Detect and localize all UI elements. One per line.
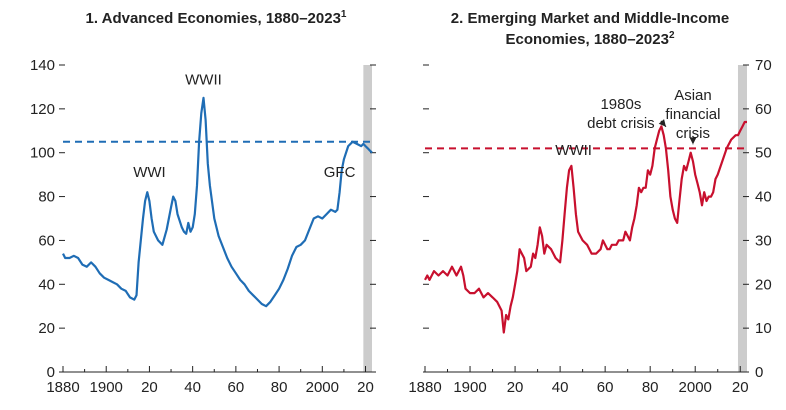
- x-tick-label: 40: [552, 379, 569, 396]
- panel2-title-line2: Economies, 1880–20232: [505, 30, 674, 48]
- x-tick-label: 1900: [453, 379, 486, 396]
- x-tick-label: 1880: [46, 379, 79, 396]
- panel1-plot: 1880 1900 20 40 60 80 2000 20 0 20 40 60 80 100 120 140…: [30, 57, 376, 396]
- x-tick-label: 1900: [90, 379, 123, 396]
- y-tick-label: 60: [755, 101, 772, 118]
- annotation-label: WWI: [133, 164, 165, 181]
- x-tick-label: 60: [228, 379, 245, 396]
- annotation-label: 1980s: [600, 96, 641, 113]
- series-line: [424, 120, 747, 334]
- y-tick-label: 40: [755, 189, 772, 206]
- annotation-arrowhead: [658, 119, 666, 127]
- y-tick-label: 70: [755, 57, 772, 74]
- annotation-arrowhead: [689, 137, 697, 145]
- x-tick-label: 20: [141, 379, 158, 396]
- panel2-title-line1: 2. Emerging Market and Middle-Income: [451, 10, 729, 27]
- shaded-region: [363, 65, 372, 372]
- x-tick-label: 1880: [408, 379, 441, 396]
- annotation-label: WWII: [555, 142, 592, 159]
- x-tick-label: 2000: [306, 379, 339, 396]
- y-tick-label: 60: [38, 232, 55, 249]
- x-tick-label: 2000: [679, 379, 712, 396]
- x-tick-label: 40: [184, 379, 201, 396]
- annotation-label: debt crisis: [587, 115, 655, 132]
- shaded-region: [737, 65, 747, 372]
- y-tick-label: 0: [47, 364, 55, 381]
- panel1-title: 1. Advanced Economies, 1880–20231: [86, 9, 347, 27]
- y-tick-label: 80: [38, 189, 55, 206]
- panel2-plot: 1880 1900 20 40 60 80 2000 20 0 10 20 30 40 50 60 70 WWI…: [408, 57, 771, 396]
- y-tick-label: 20: [755, 276, 772, 293]
- x-tick-label: 20: [732, 379, 749, 396]
- annotation-label: WWII: [185, 72, 222, 89]
- annotation-label: GFC: [324, 164, 356, 181]
- y-tick-label: 140: [30, 57, 55, 74]
- x-tick-label: 20: [357, 379, 374, 396]
- y-tick-label: 100: [30, 145, 55, 162]
- x-tick-label: 80: [271, 379, 288, 396]
- y-tick-label: 120: [30, 101, 55, 118]
- x-tick-label: 60: [597, 379, 614, 396]
- x-tick-label: 80: [642, 379, 659, 396]
- y-tick-label: 0: [755, 364, 763, 381]
- y-tick-label: 50: [755, 145, 772, 162]
- series-line: [62, 96, 373, 308]
- x-tick-label: 20: [507, 379, 524, 396]
- annotation-label: crisis: [676, 125, 710, 142]
- y-tick-label: 10: [755, 320, 772, 337]
- annotation-label: financial: [665, 106, 720, 123]
- y-tick-label: 20: [38, 320, 55, 337]
- y-tick-label: 40: [38, 276, 55, 293]
- annotation-label: Asian: [674, 87, 712, 104]
- y-tick-label: 30: [755, 232, 772, 249]
